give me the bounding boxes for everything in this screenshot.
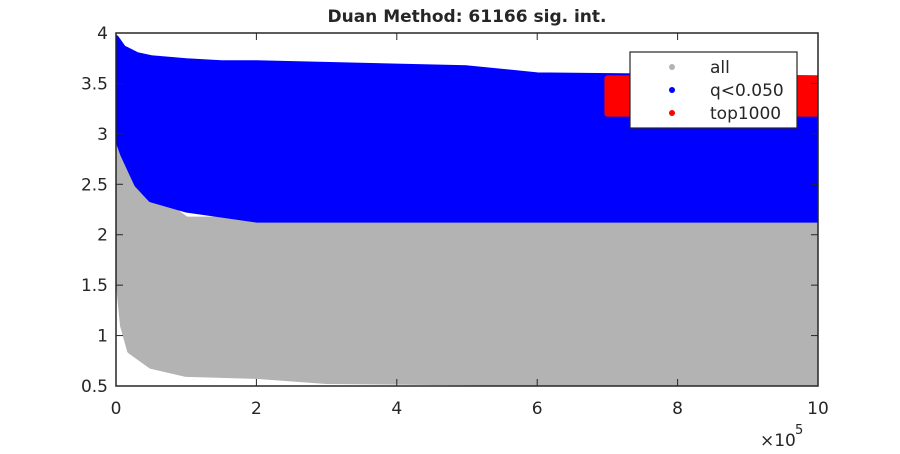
x-exponent: 5 [795,423,803,438]
y-tick-label: 3.5 [81,74,108,94]
y-tick-label: 0.5 [81,377,108,397]
y-tick-label: 3 [97,125,108,145]
legend-label: q<0.050 [710,81,784,101]
legend-box [629,51,798,129]
legend-marker [669,64,675,70]
y-tick-label: 2 [97,226,108,246]
axes-box [115,32,819,387]
y-tick-label: 2.5 [81,175,108,195]
legend-marker [669,87,675,93]
chart-title: Duan Method: 61166 sig. int. [327,7,606,27]
x-tick-label: 0 [111,399,122,419]
x-tick-label: 10 [807,399,829,419]
x-tick-label: 2 [251,399,262,419]
y-tick-label: 1.5 [81,276,108,296]
y-tick-label: 1 [97,327,108,347]
x-tick-label: 6 [532,399,543,419]
x-tick-label: 8 [672,399,683,419]
legend-label: all [710,58,730,78]
x-exponent-base: ×10 [760,431,796,450]
x-tick-label: 4 [391,399,402,419]
legend-label: top1000 [710,104,781,124]
y-tick-label: 4 [97,24,108,44]
legend-marker [669,110,675,116]
